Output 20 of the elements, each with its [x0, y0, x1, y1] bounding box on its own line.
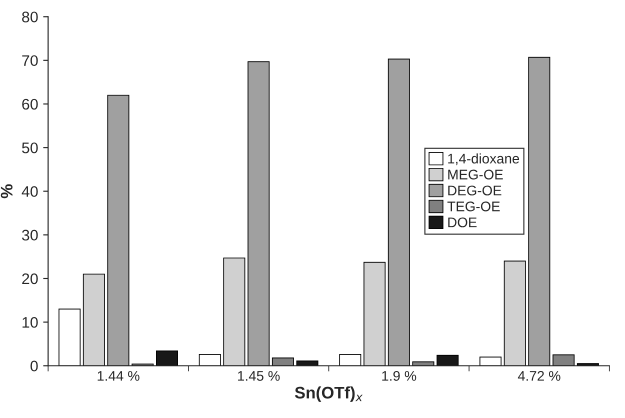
x-tick-label: 4.72 %	[518, 370, 560, 381]
x-tick-label: 1.9 %	[382, 370, 416, 381]
x-axis-title: Sn(OTf)$_{x}$	[294, 386, 363, 402]
y-tick-label: 0	[30, 360, 38, 372]
legend-label: TEG-OE	[447, 202, 500, 212]
legend-label: MEG-OE	[448, 170, 503, 180]
legend-label: 1,4-dioxane	[448, 153, 520, 166]
y-tick-label: 60	[22, 98, 38, 110]
x-tick-label: 1.45 %	[238, 371, 280, 381]
y-tick-label: 20	[22, 273, 38, 284]
y-tick-label: 80	[22, 12, 38, 22]
y-tick-label: 50	[22, 142, 38, 154]
y-tick-label: 70	[22, 55, 38, 66]
y-axis-title: %	[0, 184, 13, 198]
legend-label: DOE	[448, 217, 477, 228]
y-tick-label: 40	[22, 186, 38, 197]
y-tick-label: 30	[22, 230, 38, 241]
x-tick-label: 1.44 %	[98, 371, 140, 381]
y-tick-label: 10	[22, 316, 38, 328]
legend-label: DEG-OE	[448, 186, 502, 196]
